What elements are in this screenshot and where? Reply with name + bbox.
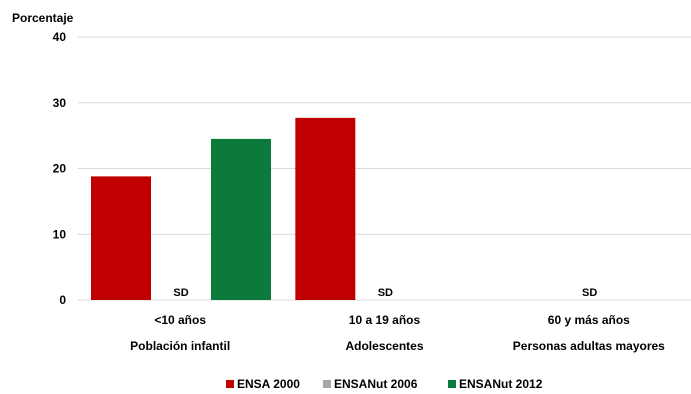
- y-tick-label: 0: [59, 293, 66, 307]
- bar: [211, 138, 271, 300]
- legend-label: ENSANut 2006: [334, 377, 418, 391]
- legend: ENSA 2000 ENSANut 2006 ENSANut 2012: [226, 377, 543, 391]
- missing-data-label: SD: [173, 287, 188, 299]
- bar: [91, 176, 151, 300]
- category-group-label: Población infantil: [130, 339, 230, 353]
- y-tick-label: 10: [53, 227, 67, 241]
- y-tick-label: 20: [53, 162, 67, 176]
- category-label: 60 y más años: [548, 313, 630, 327]
- missing-data-label: SD: [582, 287, 597, 299]
- category-group-label: Adolescentes: [345, 339, 423, 353]
- y-tick-labels: 0 10 20 30 40: [53, 30, 67, 307]
- category-label: <10 años: [154, 313, 206, 327]
- legend-swatch: [323, 380, 331, 388]
- category-group-label: Personas adultas mayores: [513, 339, 665, 353]
- bar: [295, 117, 356, 300]
- gridlines: [78, 36, 691, 301]
- legend-label: ENSA 2000: [237, 377, 300, 391]
- legend-label: ENSANut 2012: [459, 377, 543, 391]
- legend-swatch: [448, 380, 456, 388]
- category-labels: <10 años Población infantil 10 a 19 años Ad…: [130, 313, 665, 353]
- y-tick-label: 40: [53, 30, 67, 44]
- bars: SD SD SD: [91, 117, 597, 300]
- missing-data-label: SD: [378, 287, 393, 299]
- y-tick-label: 30: [53, 96, 67, 110]
- legend-swatch: [226, 380, 234, 388]
- y-axis-title: Porcentaje: [12, 11, 74, 25]
- category-label: 10 a 19 años: [349, 313, 421, 327]
